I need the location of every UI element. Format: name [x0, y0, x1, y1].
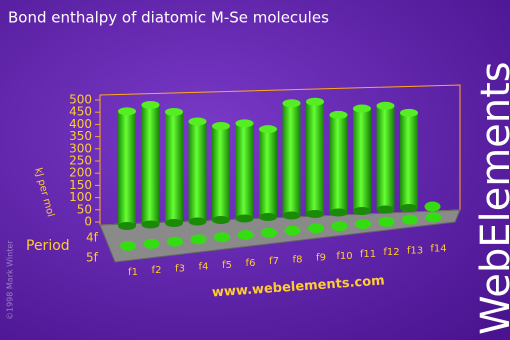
y-tick-label: 0 — [84, 215, 92, 229]
bar — [118, 111, 136, 226]
period-label: 4f — [86, 231, 99, 245]
empty-marker — [425, 212, 442, 223]
x-tick-label: f13 — [407, 245, 423, 256]
bar-base — [400, 204, 418, 212]
y-tick-label: 450 — [69, 105, 92, 119]
bar — [212, 126, 230, 220]
bar-top — [353, 104, 371, 113]
y-tick-label: 100 — [69, 190, 92, 204]
bar-base — [329, 208, 348, 217]
bar-base — [306, 210, 324, 218]
bar-base — [188, 217, 207, 226]
empty-marker — [143, 238, 160, 249]
bar-base — [212, 216, 230, 224]
bar-base — [235, 214, 254, 223]
empty-marker — [237, 230, 254, 240]
bar-top — [259, 125, 277, 134]
y-tick-label: 500 — [69, 93, 92, 107]
x-tick-label: f5 — [222, 260, 232, 271]
x-tick-label: f2 — [152, 265, 162, 276]
bar-base — [376, 205, 395, 214]
y-tick-label: 200 — [69, 166, 92, 180]
bar — [259, 129, 277, 217]
empty-marker — [378, 216, 395, 227]
empty-marker — [261, 227, 277, 238]
empty-marker — [355, 219, 371, 229]
x-tick-label: f7 — [269, 256, 279, 267]
y-tick-label: 400 — [69, 117, 92, 131]
bar-top — [165, 107, 183, 116]
bar-top — [212, 122, 230, 131]
bar — [329, 114, 348, 213]
bar — [188, 121, 207, 222]
empty-marker — [190, 234, 207, 245]
brand: WebElements — [473, 61, 510, 335]
x-tick-label: f8 — [293, 254, 303, 265]
bar — [353, 108, 371, 211]
bar — [376, 105, 395, 210]
empty-marker — [284, 225, 301, 236]
bar-top — [282, 99, 301, 108]
z-axis-label: Period — [26, 238, 70, 254]
empty-marker — [120, 241, 136, 251]
bar-top — [141, 100, 160, 109]
x-tick-label: f9 — [316, 253, 326, 264]
x-tick-label: f10 — [336, 251, 352, 262]
y-tick-label: 250 — [69, 154, 92, 168]
bar — [235, 123, 254, 219]
bar-top — [376, 101, 395, 110]
x-tick-label: f4 — [199, 262, 209, 273]
y-tick-label: 50 — [77, 202, 92, 216]
bar — [306, 101, 324, 214]
bar-top — [188, 117, 207, 126]
y-tick-label: 350 — [69, 129, 92, 143]
bar-base — [282, 211, 301, 220]
bar-base — [141, 220, 160, 229]
y-tick-label: 150 — [69, 178, 92, 192]
x-tick-label: f11 — [360, 249, 376, 260]
bar — [165, 111, 183, 223]
x-tick-label: f6 — [246, 258, 256, 269]
period-label: 5f — [86, 251, 99, 265]
y-tick-label: 300 — [69, 141, 92, 155]
bar — [282, 103, 301, 216]
x-tick-label: f3 — [175, 263, 185, 274]
empty-marker — [214, 232, 230, 243]
bar-top — [235, 119, 254, 128]
bar-top — [400, 108, 418, 117]
empty-marker — [402, 214, 418, 225]
bar — [141, 104, 160, 225]
x-tick-label: f1 — [128, 267, 138, 278]
x-tick-label: f14 — [430, 244, 446, 255]
bar-base — [165, 219, 183, 227]
bar-top — [329, 110, 348, 119]
x-tick-label: f12 — [383, 247, 399, 258]
bar-top — [306, 97, 324, 106]
bar-base — [118, 222, 136, 230]
bar-base — [353, 207, 371, 215]
chart-title: Bond enthalpy of diatomic M-Se molecules — [8, 9, 329, 27]
bar — [400, 112, 418, 208]
empty-marker — [167, 236, 183, 247]
empty-marker — [331, 221, 348, 232]
copyright: ©1998 Mark Winter — [6, 240, 15, 320]
bar-base — [259, 213, 277, 221]
empty-marker — [308, 223, 324, 234]
bar-top — [118, 107, 136, 116]
empty-marker — [424, 201, 441, 212]
